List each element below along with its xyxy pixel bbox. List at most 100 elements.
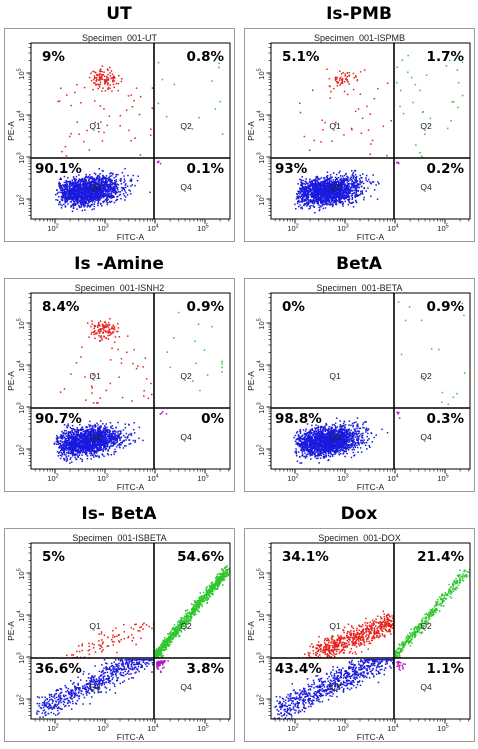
event-dot bbox=[81, 427, 83, 429]
event-dot bbox=[124, 168, 126, 170]
event-dot bbox=[310, 188, 312, 190]
event-dot bbox=[352, 173, 354, 175]
event-dot bbox=[59, 192, 61, 194]
event-dot bbox=[348, 190, 350, 192]
event-dot bbox=[349, 192, 351, 194]
y-axis-label: PE-A bbox=[246, 121, 256, 141]
event-dot bbox=[125, 445, 127, 447]
event-dot bbox=[59, 183, 61, 185]
event-dot bbox=[130, 193, 132, 195]
event-dot bbox=[101, 205, 103, 207]
event-dot bbox=[360, 183, 362, 185]
event-dot bbox=[93, 208, 95, 210]
event-dot bbox=[77, 195, 79, 197]
event-dot bbox=[337, 195, 339, 197]
event-dot bbox=[92, 198, 94, 200]
event-dot bbox=[112, 425, 114, 427]
event-dot bbox=[97, 429, 99, 431]
event-dot bbox=[113, 183, 115, 185]
event-dot bbox=[307, 183, 309, 185]
event-dot bbox=[102, 79, 104, 81]
event-dot bbox=[79, 192, 81, 194]
event-dot bbox=[124, 178, 126, 180]
event-dot bbox=[297, 191, 299, 193]
event-dot bbox=[70, 201, 72, 203]
event-dot bbox=[102, 178, 104, 180]
event-dot bbox=[130, 433, 132, 435]
event-dot bbox=[87, 458, 89, 460]
event-dot bbox=[120, 198, 122, 200]
event-dot bbox=[339, 202, 341, 204]
event-dot bbox=[339, 78, 341, 80]
event-dot bbox=[133, 429, 135, 431]
event-dot bbox=[101, 453, 103, 455]
event-dot bbox=[307, 203, 309, 205]
event-dot bbox=[348, 72, 350, 74]
x-tick-label: 102 bbox=[287, 224, 298, 234]
event-dot bbox=[66, 459, 68, 461]
event-dot bbox=[72, 197, 74, 199]
event-dot bbox=[349, 75, 351, 77]
event-dot bbox=[125, 192, 127, 194]
event-dot bbox=[99, 79, 101, 81]
event-dot bbox=[344, 73, 346, 75]
event-dot bbox=[354, 181, 356, 183]
event-dot bbox=[125, 184, 127, 186]
event-dot bbox=[407, 55, 409, 57]
event-dot bbox=[318, 191, 320, 193]
event-dot bbox=[85, 176, 87, 178]
event-dot bbox=[73, 192, 75, 194]
event-dot bbox=[69, 136, 71, 138]
event-dot bbox=[324, 195, 326, 197]
event-dot bbox=[312, 182, 314, 184]
event-dot bbox=[75, 205, 77, 207]
event-dot bbox=[346, 185, 348, 187]
event-dot bbox=[121, 81, 123, 83]
event-dot bbox=[111, 175, 113, 177]
event-dot bbox=[67, 200, 69, 202]
event-dot bbox=[421, 156, 423, 158]
event-dot bbox=[330, 202, 332, 204]
event-dot bbox=[342, 72, 344, 74]
event-dot bbox=[75, 198, 77, 200]
x-tick-label: 104 bbox=[147, 224, 158, 234]
event-dot bbox=[344, 81, 346, 83]
event-dot bbox=[99, 168, 101, 170]
event-dot bbox=[397, 162, 399, 164]
event-dot bbox=[360, 71, 362, 73]
event-dot bbox=[87, 206, 89, 208]
event-dot bbox=[328, 195, 330, 197]
event-dot bbox=[109, 176, 111, 178]
event-dot bbox=[61, 207, 63, 209]
event-dot bbox=[123, 175, 125, 177]
event-dot bbox=[77, 435, 79, 437]
event-dot bbox=[333, 195, 335, 197]
event-dot bbox=[63, 445, 65, 447]
event-dot bbox=[54, 443, 56, 445]
event-dot bbox=[129, 180, 131, 182]
event-dot bbox=[345, 174, 347, 176]
event-dot bbox=[343, 202, 345, 204]
event-dot bbox=[127, 437, 129, 439]
event-dot bbox=[344, 184, 346, 186]
event-dot bbox=[107, 79, 109, 81]
event-dot bbox=[302, 208, 304, 210]
event-dot bbox=[341, 196, 343, 198]
event-dot bbox=[103, 71, 105, 73]
event-dot bbox=[101, 90, 103, 92]
event-dot bbox=[377, 181, 379, 183]
event-dot bbox=[117, 199, 119, 201]
event-dot bbox=[66, 94, 68, 96]
event-dot bbox=[321, 190, 323, 192]
event-dot bbox=[419, 90, 421, 92]
event-dot bbox=[355, 76, 357, 78]
event-dot bbox=[70, 431, 72, 433]
event-dot bbox=[330, 204, 332, 206]
event-dot bbox=[119, 447, 121, 449]
event-dot bbox=[348, 197, 350, 199]
event-dot bbox=[355, 111, 357, 113]
event-dot bbox=[96, 450, 98, 452]
event-dot bbox=[115, 427, 117, 429]
